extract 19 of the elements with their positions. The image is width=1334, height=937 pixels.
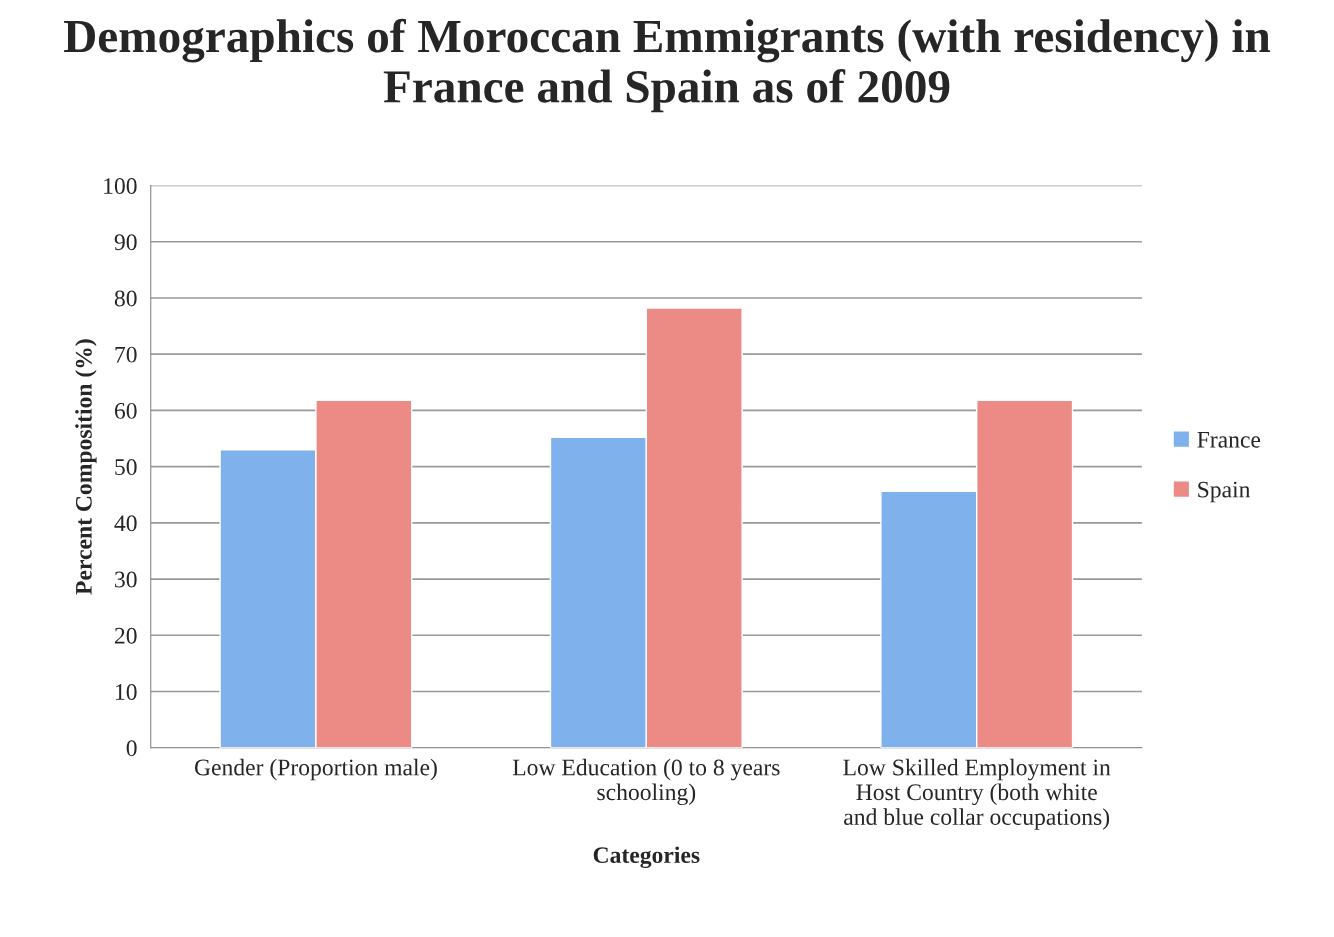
y-tick-label: 40	[114, 515, 137, 532]
y-tick-label: 0	[126, 740, 137, 757]
y-tick-label: 80	[114, 290, 137, 307]
x-tick-label: Low Skilled Employment in Host Country (both white and blue collar occupations)	[843, 758, 1111, 830]
x-axis-title: Categories	[593, 846, 700, 869]
y-tick-label: 30	[115, 571, 137, 588]
y-tick-label: 60	[114, 402, 137, 419]
legend-label: France	[1197, 431, 1261, 448]
y-tick-label: 100	[104, 178, 137, 194]
x-tick-label: Low Education (0 to 8 years schooling)	[512, 758, 780, 806]
chart-title: Demographics of Moroccan Emmigrants (with residency) in France and Spain as of 2009	[64, 18, 1271, 113]
y-tick-label: 20	[114, 627, 137, 644]
y-tick-label: 70	[115, 346, 137, 363]
legend-label: Spain	[1198, 481, 1251, 503]
x-tick-label: Gender (Proportion male)	[194, 758, 437, 781]
y-tick-label: 90	[114, 234, 137, 251]
y-tick-label: 50	[115, 459, 137, 476]
y-axis-title: Percent Composition (%)	[75, 339, 97, 595]
y-tick-label: 10	[116, 684, 137, 700]
